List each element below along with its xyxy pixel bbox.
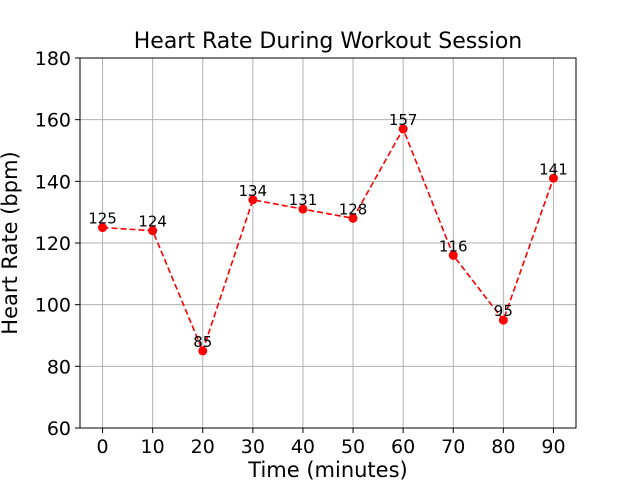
x-ticks: 0 10 20 30 40 50 60 70 80 90 <box>96 428 566 458</box>
x-tick-label: 30 <box>241 436 265 458</box>
data-label: 85 <box>193 333 212 351</box>
y-axis-label: Heart Rate (bpm) <box>0 151 22 334</box>
data-label: 125 <box>88 210 117 228</box>
y-ticks: 60 80 100 120 140 160 180 <box>35 48 80 440</box>
data-point <box>448 250 458 260</box>
data-point <box>348 213 358 223</box>
x-tick-label: 0 <box>96 436 108 458</box>
data-label: 157 <box>389 111 418 129</box>
data-point <box>148 226 158 236</box>
x-tick-label: 90 <box>541 436 565 458</box>
x-tick-label: 20 <box>191 436 215 458</box>
x-tick-label: 70 <box>441 436 465 458</box>
x-tick-label: 40 <box>291 436 315 458</box>
data-point <box>298 204 308 214</box>
series-heart-rate <box>98 124 558 356</box>
y-tick-label: 160 <box>35 110 71 132</box>
y-tick-label: 140 <box>35 171 71 193</box>
x-tick-label: 10 <box>141 436 165 458</box>
data-label: 95 <box>494 302 513 320</box>
data-label: 141 <box>539 160 568 178</box>
data-label: 116 <box>439 237 468 255</box>
y-tick-label: 60 <box>47 418 71 440</box>
data-point <box>398 124 408 134</box>
data-point <box>98 223 108 233</box>
data-point <box>498 315 508 325</box>
data-point <box>548 173 558 183</box>
data-label: 134 <box>239 182 268 200</box>
y-tick-label: 120 <box>35 233 71 255</box>
data-label: 124 <box>138 213 167 231</box>
y-tick-label: 80 <box>47 356 71 378</box>
x-tick-label: 80 <box>491 436 515 458</box>
data-point <box>248 195 258 205</box>
data-point <box>198 346 208 356</box>
x-axis-label: Time (minutes) <box>247 458 407 480</box>
data-label: 128 <box>339 200 368 218</box>
data-label: 131 <box>289 191 318 209</box>
chart-title: Heart Rate During Workout Session <box>134 29 523 54</box>
y-tick-label: 100 <box>35 295 71 317</box>
data-labels: 125 124 85 134 131 128 157 116 95 141 <box>88 111 568 351</box>
x-tick-label: 60 <box>391 436 415 458</box>
x-tick-label: 50 <box>341 436 365 458</box>
y-tick-label: 180 <box>35 48 71 70</box>
series-line <box>102 127 555 354</box>
